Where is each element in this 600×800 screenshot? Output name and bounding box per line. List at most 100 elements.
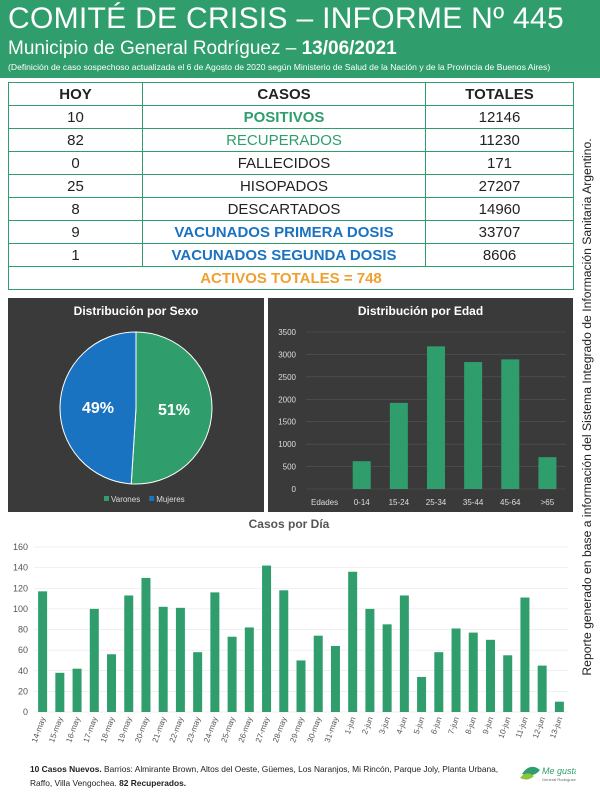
x-tick: 26-may [237, 716, 255, 744]
table-row: 82 RECUPERADOS 11230 [8, 128, 574, 152]
x-tick: 23-may [185, 716, 203, 744]
x-tick: 29-may [288, 716, 306, 744]
table-row: 1 VACUNADOS SEGUNDA DOSIS 8606 [8, 243, 574, 267]
table-row: 0 FALLECIDOS 171 [8, 151, 574, 175]
age-bar [501, 359, 520, 489]
row-total: 8606 [425, 243, 574, 267]
y-tick: 20 [18, 686, 28, 696]
age-bar-chart: 0 500 1000 1500 2000 2500 3000 3500 Edades 0-14 15… [278, 328, 566, 507]
daily-bar [244, 627, 254, 712]
daily-bar [296, 660, 306, 712]
x-tick: 31-may [323, 716, 341, 744]
daily-bar [158, 606, 168, 712]
x-tick: 22-may [168, 716, 186, 744]
y-tick: 2500 [278, 373, 296, 382]
daily-bar [520, 597, 530, 712]
row-caso: HISOPADOS [142, 174, 426, 198]
cases-table: HOY CASOS TOTALES 10 POSITIVOS 12146 82 … [8, 82, 574, 290]
sex-chart-panel: Distribución por Sexo 51% 49% Varones Mujer… [8, 298, 264, 512]
report-note: (Definición de caso sospechoso actualiza… [8, 62, 551, 72]
daily-bar [451, 628, 461, 712]
x-tick: 45-64 [500, 498, 521, 507]
y-tick: 2000 [278, 395, 296, 404]
table-row: 8 DESCARTADOS 14960 [8, 197, 574, 221]
municipality-logo: Me gusta General Rodríguez [520, 766, 576, 782]
table-row: 10 POSITIVOS 12146 [8, 105, 574, 129]
daily-bar [72, 668, 82, 712]
daily-bar [537, 665, 547, 712]
x-axis-label: Edades [311, 498, 338, 507]
age-bar [464, 362, 483, 489]
age-bar [538, 457, 557, 489]
row-hoy: 1 [8, 243, 143, 267]
daily-bar [38, 591, 48, 712]
x-tick: 28-may [271, 716, 289, 744]
row-total: 14960 [425, 197, 574, 221]
row-total: 27207 [425, 174, 574, 198]
row-hoy: 25 [8, 174, 143, 198]
row-hoy: 8 [8, 197, 143, 221]
age-bar [389, 402, 408, 489]
y-tick: 3500 [278, 328, 296, 337]
daily-bar [348, 571, 358, 712]
x-tick: 4-jun [395, 716, 410, 736]
row-total: 12146 [425, 105, 574, 129]
row-total: 11230 [425, 128, 574, 152]
x-tick: 0-14 [354, 498, 371, 507]
x-tick: 16-may [64, 716, 82, 744]
daily-bar [365, 608, 375, 712]
x-tick: 2-jun [360, 716, 375, 736]
age-bar [427, 346, 445, 489]
report-header: COMITÉ DE CRISIS – INFORME Nº 445 Munici… [0, 0, 600, 78]
daily-bar [313, 635, 323, 712]
daily-bar [141, 577, 151, 712]
table-header-row: HOY CASOS TOTALES [8, 82, 574, 106]
y-tick: 3000 [278, 350, 296, 359]
row-caso: RECUPERADOS [142, 128, 426, 152]
pie-slice-varones [130, 331, 213, 485]
report-title: COMITÉ DE CRISIS – INFORME Nº 445 [8, 2, 564, 35]
daily-chart-title: Casos por Día [248, 517, 330, 531]
x-tick: 15-may [47, 716, 65, 744]
x-tick: 24-may [202, 716, 220, 744]
x-tick: 18-may [99, 716, 117, 744]
daily-bar [330, 646, 340, 712]
x-tick: 27-may [254, 716, 272, 744]
y-tick: 1000 [278, 440, 296, 449]
daily-bar [434, 652, 444, 712]
x-tick: 13-jun [548, 716, 564, 740]
daily-bar [89, 608, 99, 712]
x-tick: 7-jun [446, 716, 461, 736]
daily-bar [262, 565, 272, 712]
y-tick: 80 [18, 625, 28, 635]
x-tick: >65 [541, 498, 555, 507]
table-row: 9 VACUNADOS PRIMERA DOSIS 33707 [8, 220, 574, 244]
y-tick: 60 [18, 645, 28, 655]
x-tick: 30-may [306, 716, 324, 744]
sex-pie-chart: 51% 49% Varones Mujeres [59, 331, 213, 504]
x-tick: 10-jun [497, 716, 513, 740]
y-tick: 0 [292, 485, 297, 494]
x-tick: 21-may [150, 716, 168, 744]
row-total: 171 [425, 151, 574, 175]
table-row: ACTIVOS TOTALES = 748 [8, 266, 574, 290]
row-caso: VACUNADOS SEGUNDA DOSIS [142, 243, 426, 267]
daily-bar [227, 636, 237, 712]
age-chart-title: Distribución por Edad [357, 304, 484, 318]
x-tick: 19-may [116, 716, 134, 744]
x-tick: 6-jun [429, 716, 444, 736]
y-tick: 1500 [278, 418, 296, 427]
y-tick: 160 [13, 542, 28, 552]
daily-bar [554, 701, 564, 712]
x-tick: 5-jun [412, 716, 427, 736]
pie-label: 51% [158, 402, 190, 419]
daily-bar [417, 676, 427, 712]
row-hoy: 82 [8, 128, 143, 152]
x-tick: 3-jun [377, 716, 392, 736]
daily-bar [193, 652, 203, 712]
x-tick: 12-jun [531, 716, 547, 740]
daily-bar [210, 592, 220, 712]
x-tick: 17-may [82, 716, 100, 744]
y-tick: 40 [18, 666, 28, 676]
